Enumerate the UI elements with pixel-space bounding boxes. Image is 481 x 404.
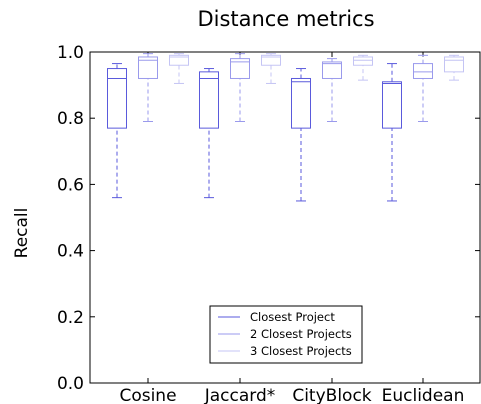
plot-frame	[89, 51, 481, 384]
y-tick-label: 1.0	[57, 43, 84, 63]
x-tick-label: CityBlock	[292, 386, 371, 404]
box-plots	[107, 53, 464, 202]
box-1-2	[322, 58, 342, 123]
box-0-1	[199, 68, 219, 199]
y-tick-label: 0.4	[57, 242, 84, 262]
y-axis-ticks: 0.0 0.2 0.4 0.6 0.8 1.0	[57, 43, 480, 394]
x-tick-label: Jaccard*	[204, 386, 276, 404]
box-1-0	[138, 53, 158, 123]
x-axis-ticks: Cosine Jaccard* CityBlock Euclidean	[119, 52, 464, 404]
box-iqr	[382, 81, 402, 129]
x-tick-label: Cosine	[119, 386, 176, 404]
box-iqr	[138, 56, 158, 79]
box-0-0	[107, 63, 127, 199]
box-iqr	[230, 58, 250, 79]
box-0-2	[291, 68, 311, 202]
box-iqr	[199, 71, 219, 129]
y-tick-label: 0.2	[57, 308, 84, 328]
box-1-3	[413, 54, 433, 123]
box-iqr	[413, 63, 433, 79]
y-tick-label: 0.6	[57, 175, 84, 195]
box-1-1	[230, 53, 250, 123]
chart-title: Distance metrics	[197, 7, 374, 31]
x-tick-label: Euclidean	[382, 386, 465, 404]
box-iqr	[169, 54, 189, 66]
box-iqr	[444, 56, 464, 73]
box-iqr	[322, 61, 342, 79]
box-iqr	[291, 77, 311, 129]
legend: Closest Project 2 Closest Projects 3 Close…	[209, 305, 363, 364]
box-0-3	[382, 63, 402, 202]
y-axis-label: Recall	[12, 208, 32, 259]
legend-label: 2 Closest Projects	[250, 327, 352, 341]
box-2-0	[169, 53, 189, 84]
y-tick-label: 0.8	[57, 109, 84, 129]
box-iqr	[107, 68, 127, 129]
box-2-3	[444, 54, 464, 81]
y-tick-label: 0.0	[57, 374, 84, 394]
legend-label: 3 Closest Projects	[250, 344, 352, 358]
box-2-1	[261, 53, 281, 84]
box-iqr	[261, 54, 281, 66]
box-2-2	[353, 54, 373, 81]
box-iqr	[353, 56, 373, 66]
legend-label: Closest Project	[250, 310, 335, 324]
